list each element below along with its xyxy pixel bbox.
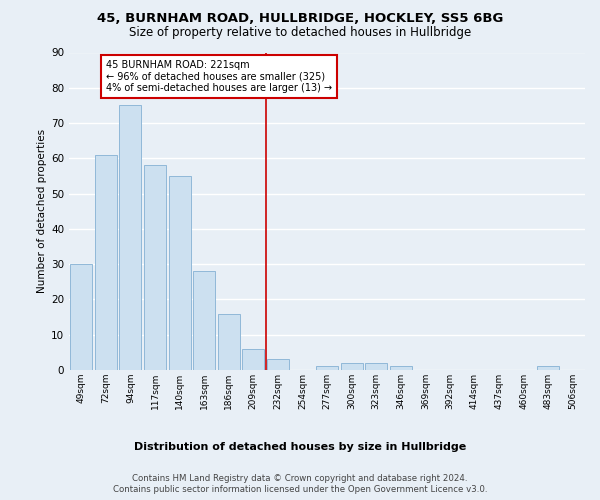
- Bar: [119, 106, 142, 370]
- Text: 45, BURNHAM ROAD, HULLBRIDGE, HOCKLEY, SS5 6BG: 45, BURNHAM ROAD, HULLBRIDGE, HOCKLEY, S…: [97, 12, 503, 26]
- Y-axis label: Number of detached properties: Number of detached properties: [37, 129, 47, 294]
- Bar: [267, 360, 289, 370]
- Bar: [341, 363, 362, 370]
- Bar: [95, 155, 117, 370]
- Text: 45 BURNHAM ROAD: 221sqm
← 96% of detached houses are smaller (325)
4% of semi-de: 45 BURNHAM ROAD: 221sqm ← 96% of detache…: [106, 60, 332, 93]
- Bar: [242, 349, 265, 370]
- Bar: [144, 166, 166, 370]
- Text: Size of property relative to detached houses in Hullbridge: Size of property relative to detached ho…: [129, 26, 471, 39]
- Bar: [316, 366, 338, 370]
- Text: Contains public sector information licensed under the Open Government Licence v3: Contains public sector information licen…: [113, 485, 487, 494]
- Bar: [218, 314, 240, 370]
- Bar: [70, 264, 92, 370]
- Bar: [193, 271, 215, 370]
- Text: Contains HM Land Registry data © Crown copyright and database right 2024.: Contains HM Land Registry data © Crown c…: [132, 474, 468, 483]
- Text: Distribution of detached houses by size in Hullbridge: Distribution of detached houses by size …: [134, 442, 466, 452]
- Bar: [169, 176, 191, 370]
- Bar: [537, 366, 559, 370]
- Bar: [389, 366, 412, 370]
- Bar: [365, 363, 387, 370]
